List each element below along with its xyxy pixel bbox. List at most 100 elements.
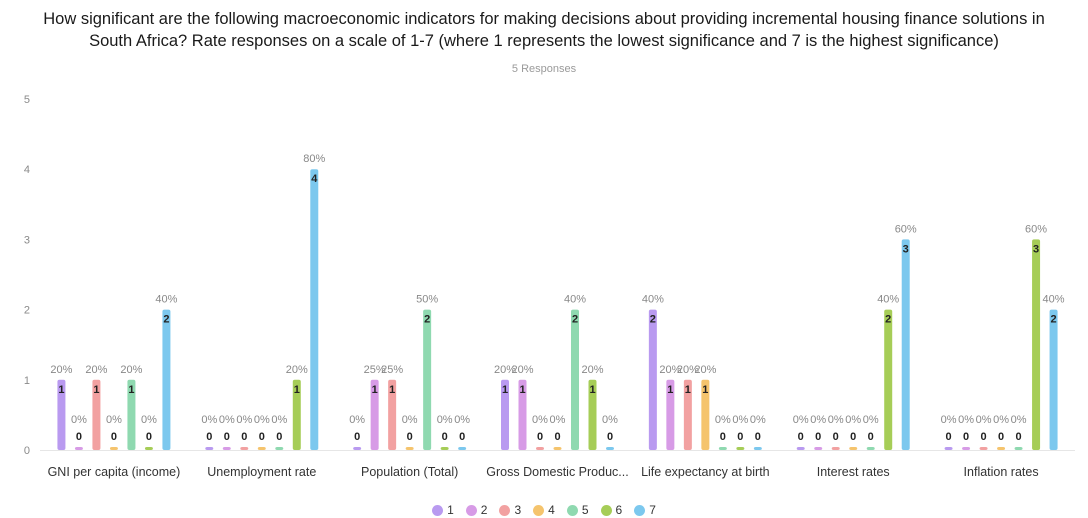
bar-count-label: 2 [885,314,891,326]
bar [553,447,562,450]
legend-item[interactable]: 1 [432,503,454,517]
bar-count-label: 0 [755,431,761,443]
legend-item[interactable]: 6 [600,503,623,517]
bar-percent-label: 0% [810,414,826,426]
bar [92,379,101,450]
bar [884,309,893,450]
bar [666,379,675,450]
y-tick-label: 2 [24,305,30,317]
bar-percent-label: 40% [1043,294,1065,306]
x-category-label: Gross Domestic Produc... [486,465,628,479]
bar-count-label: 0 [259,431,265,443]
bar-count-label: 0 [442,431,448,443]
bar-percent-label: 0% [863,414,879,426]
x-category-label: Interest rates [817,465,890,479]
bar-percent-label: 0% [236,414,252,426]
bar [144,447,153,450]
bar [292,379,301,450]
bar [753,447,762,450]
bar-count-label: 1 [93,384,99,396]
bar-count-label: 4 [311,173,318,185]
bar-count-label: 0 [224,431,230,443]
bar-count-label: 1 [502,384,508,396]
legend-swatch [432,504,444,516]
bar-count-label: 0 [146,431,152,443]
bar [74,447,83,450]
bar-percent-label: 0% [976,414,992,426]
bar-percent-label: 0% [437,414,453,426]
bar [796,447,805,450]
bar-percent-label: 0% [106,414,122,426]
bar [370,379,379,450]
legend-swatch [600,504,612,516]
legend-swatch [634,504,646,516]
bar-count-label: 2 [572,314,578,326]
bar [222,447,231,450]
bar-count-label: 0 [815,431,821,443]
bar-count-label: 1 [702,384,708,396]
bar [1014,447,1023,450]
bar [536,447,544,450]
bar [310,169,319,450]
bar-percent-label: 20% [286,364,308,376]
bar [831,447,840,450]
bar-percent-label: 0% [602,414,618,426]
bar-percent-label: 0% [141,414,157,426]
y-tick-label: 3 [24,234,30,246]
bar [997,447,1006,450]
bar-percent-label: 20% [494,364,516,376]
bar-percent-label: 0% [715,414,731,426]
legend-item[interactable]: 3 [499,503,521,517]
bar-percent-label: 0% [1011,414,1027,426]
bar [423,309,432,450]
chart-title-line-1: How significant are the following macroe… [43,10,1045,28]
bar-count-label: 1 [294,384,300,396]
legend-swatch [566,504,578,516]
bar-percent-label: 25% [381,364,403,376]
bar-percent-label: 80% [303,153,325,165]
bar [979,447,988,450]
legend-item[interactable]: 5 [566,503,589,517]
bar-percent-label: 0% [71,414,87,426]
bar-count-label: 0 [276,431,282,443]
bar-count-label: 1 [667,384,673,396]
bar-percent-label: 0% [201,414,217,426]
bar [57,379,66,450]
legend-label: 2 [480,503,488,517]
legend-swatch [499,504,511,516]
legend-label: 5 [581,503,589,517]
bar-count-label: 2 [163,314,169,326]
bar-count-label: 0 [206,431,212,443]
bar-count-label: 2 [424,314,430,326]
x-category-label: GNI per capita (income) [48,465,181,479]
bar-count-label: 3 [1033,243,1039,255]
bar-count-label: 0 [998,431,1004,443]
bar [571,309,579,450]
bar [458,447,467,450]
y-tick-label: 0 [24,445,30,457]
bar-count-label: 0 [981,431,987,443]
bar-percent-label: 60% [1025,223,1047,235]
legend-item[interactable]: 7 [634,503,656,517]
bar [901,239,910,450]
bar [962,447,971,450]
bar [849,447,858,450]
legend-label: 1 [447,503,454,517]
bar [405,447,414,450]
bar-count-label: 1 [389,384,395,396]
legend-label: 3 [514,503,522,517]
legend-label: 6 [615,503,623,517]
bar-count-label: 0 [850,431,856,443]
bar-percent-label: 20% [659,364,681,376]
bar-count-label: 0 [459,431,465,443]
x-category-label: Unemployment rate [207,465,316,479]
bar-percent-label: 50% [416,294,438,306]
legend-item[interactable]: 4 [533,503,555,517]
bar-percent-label: 0% [532,414,548,426]
bar-count-label: 1 [58,384,64,396]
legend-swatch [465,504,477,516]
legend-item[interactable]: 2 [465,503,488,517]
y-tick-label: 4 [24,164,30,176]
bar-percent-label: 0% [793,414,809,426]
bar [257,447,266,450]
